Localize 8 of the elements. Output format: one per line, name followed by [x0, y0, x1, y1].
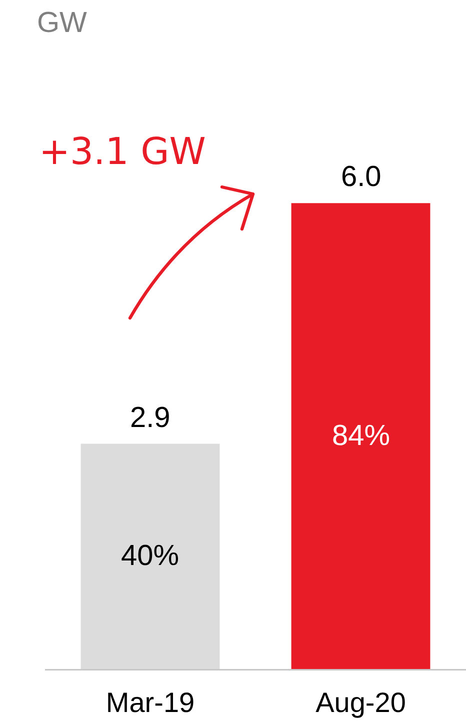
data-label: 6.0 [341, 161, 382, 193]
x-tick-label: Mar-19 [106, 687, 195, 718]
annotation: 84% [332, 420, 390, 452]
annotation: 40% [121, 540, 180, 572]
text: GW [37, 7, 88, 39]
text: +3.1 GW [39, 130, 206, 173]
data-label: 2.9 [130, 402, 170, 434]
x-tick-label: Aug-20 [316, 687, 406, 718]
